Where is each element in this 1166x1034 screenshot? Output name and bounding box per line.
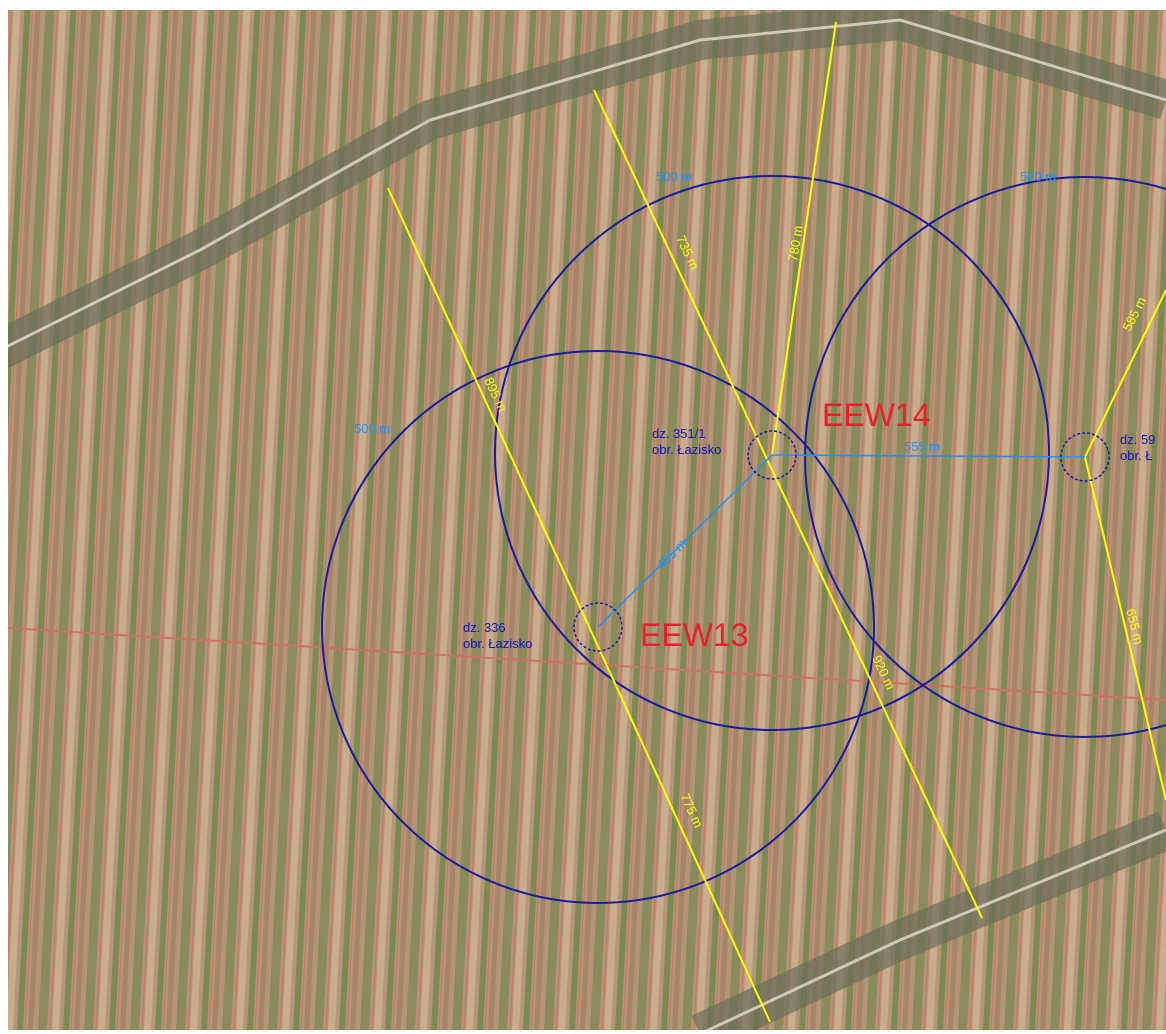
spacing-line <box>597 454 773 628</box>
distance-label: 780 m <box>785 224 805 262</box>
spacing-line <box>771 454 1086 458</box>
turbine-symbol <box>1060 432 1110 482</box>
turbine-label: EEW14 <box>822 397 930 433</box>
radius-label: 500 m <box>656 169 692 184</box>
radius-label: 500 m <box>1020 169 1056 184</box>
turbine-symbols <box>573 430 1110 652</box>
precinct-label: obr. Łazisko <box>652 442 721 457</box>
distance-line <box>387 187 771 1023</box>
distance-label: 555 m <box>904 439 940 454</box>
buffer-circle <box>494 175 1050 731</box>
radius-label: 500 m <box>354 421 390 436</box>
fields <box>8 10 1166 1030</box>
turbine-label: EEW13 <box>640 617 748 653</box>
road <box>704 828 1166 1030</box>
road <box>8 18 1166 348</box>
precinct-label: obr. Ł <box>1120 448 1153 463</box>
buffers <box>321 175 1166 904</box>
distance-lines <box>387 21 1166 1023</box>
map-area: 500 m 500 m 500 m 735 m 780 m 895 m 920 … <box>8 10 1166 1030</box>
turbine-symbol <box>573 602 623 652</box>
parcel-label: dz. 59 <box>1120 432 1155 447</box>
distance-line <box>1084 289 1166 458</box>
distance-line <box>593 89 983 919</box>
turbine-symbol <box>747 430 797 480</box>
precinct-label: obr. Łazisko <box>463 636 532 651</box>
buffer-circle <box>321 350 875 904</box>
distance-line <box>771 21 837 456</box>
spacing-lines <box>597 454 1086 628</box>
parcel-label: dz. 336 <box>463 620 506 635</box>
distance-line <box>1084 456 1166 801</box>
field-boundary <box>8 627 1166 701</box>
buffer-circle <box>804 176 1166 738</box>
parcel-label: dz. 351/1 <box>652 426 706 441</box>
